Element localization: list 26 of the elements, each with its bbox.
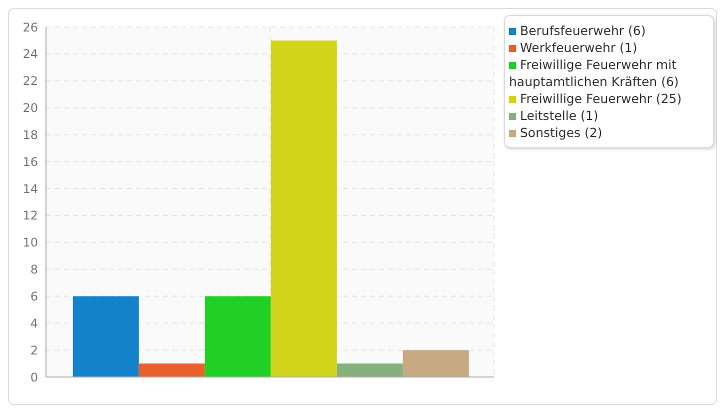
y-tick-label: 6 bbox=[30, 289, 38, 304]
y-tick-label: 26 bbox=[22, 20, 38, 34]
legend-label: Sonstiges (2) bbox=[520, 125, 602, 140]
legend-label: Freiwillige Feuerwehr mit hauptamtlichen Kräften (6) bbox=[509, 57, 679, 89]
bar bbox=[72, 296, 139, 377]
y-tick-label: 4 bbox=[30, 316, 38, 330]
legend-label: Werkfeuerwehr (1) bbox=[520, 40, 638, 55]
y-tick-label: 8 bbox=[30, 262, 38, 277]
legend-label: Berufsfeuerwehr (6) bbox=[520, 23, 646, 38]
y-tick-label: 20 bbox=[22, 101, 38, 116]
bar bbox=[204, 296, 271, 377]
bar bbox=[270, 40, 337, 377]
bar bbox=[336, 364, 403, 377]
y-tick-label: 16 bbox=[22, 154, 38, 169]
y-tick-label: 2 bbox=[30, 343, 38, 358]
y-tick-label: 24 bbox=[22, 47, 38, 62]
legend-label: Leitstelle (1) bbox=[520, 108, 598, 123]
y-tick-label: 18 bbox=[22, 128, 38, 142]
y-tick-label: 12 bbox=[22, 208, 38, 223]
y-tick-label: 10 bbox=[22, 236, 38, 250]
bar bbox=[402, 350, 469, 377]
legend-label: Freiwillige Feuerwehr (25) bbox=[520, 91, 682, 106]
y-tick-label: 0 bbox=[30, 370, 38, 384]
y-tick-label: 22 bbox=[22, 74, 38, 88]
bar bbox=[138, 364, 205, 377]
y-tick-label: 14 bbox=[22, 182, 38, 196]
